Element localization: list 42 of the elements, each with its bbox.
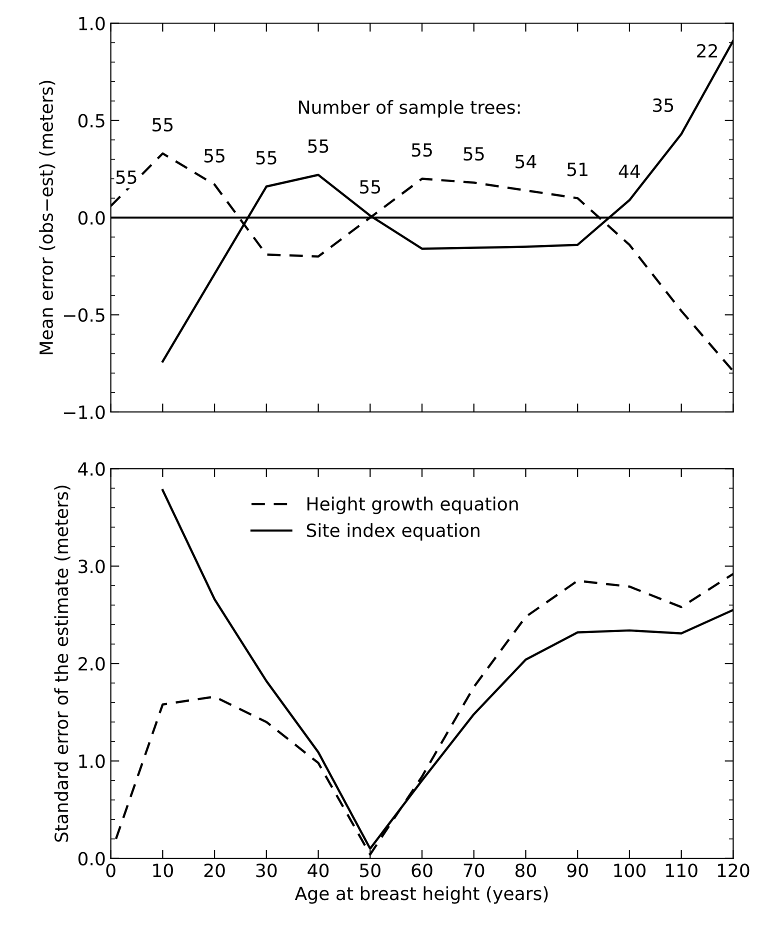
annotation: 55 <box>308 139 328 153</box>
y-tick-label: 1.0 <box>79 754 105 768</box>
y-tick-label: 3.0 <box>78 560 105 574</box>
x-tick-label: 110 <box>666 864 698 878</box>
annotation: 22 <box>697 44 717 58</box>
annotation: 55 <box>256 151 276 165</box>
annotation: 35 <box>653 98 674 112</box>
x-tick-label: 20 <box>204 864 225 878</box>
x-tick-label: 10 <box>153 864 173 878</box>
x-tick-label: 80 <box>515 864 536 878</box>
y-tick-label: 0.5 <box>78 114 104 128</box>
annotation: 55 <box>464 147 484 161</box>
y-tick-label: 4.0 <box>78 462 105 476</box>
annotation: 55 <box>116 170 136 184</box>
x-tick-label: 90 <box>567 864 588 878</box>
x-tick-label: 60 <box>412 864 432 878</box>
annotation: 55 <box>152 118 173 132</box>
annotation: 55 <box>360 180 380 194</box>
x-tick-label: 70 <box>464 864 484 878</box>
y-tick-label: 0.0 <box>78 211 105 225</box>
y-tick-label: 0.0 <box>78 852 105 866</box>
y-axis-title: Standard error of the estimate (meters) <box>54 486 70 842</box>
x-axis-title: Age at breast height (years) <box>294 886 548 904</box>
annotation: 55 <box>412 143 432 157</box>
legend-label: Height growth equation <box>307 496 518 514</box>
x-tick-label: 50 <box>360 864 380 878</box>
annotation: Number of sample trees: <box>299 100 520 118</box>
x-tick-label: 30 <box>256 864 277 878</box>
x-tick-label: 120 <box>718 864 750 878</box>
legend-label: Site index equation <box>306 523 480 541</box>
y-tick-label: 1.0 <box>79 16 105 30</box>
x-tick-label: 100 <box>614 864 646 878</box>
annotation: 51 <box>568 162 588 176</box>
y-tick-label: −1.0 <box>64 405 105 420</box>
x-tick-label: 40 <box>308 864 329 878</box>
y-tick-label: −0.5 <box>64 308 104 322</box>
x-tick-label: 0 <box>106 864 116 878</box>
annotation: 54 <box>516 155 536 168</box>
y-axis-title: Mean error (obs−est) (meters) <box>39 80 56 354</box>
annotation: 44 <box>618 164 640 178</box>
y-tick-label: 2.0 <box>78 657 105 671</box>
annotation: 55 <box>204 149 224 163</box>
